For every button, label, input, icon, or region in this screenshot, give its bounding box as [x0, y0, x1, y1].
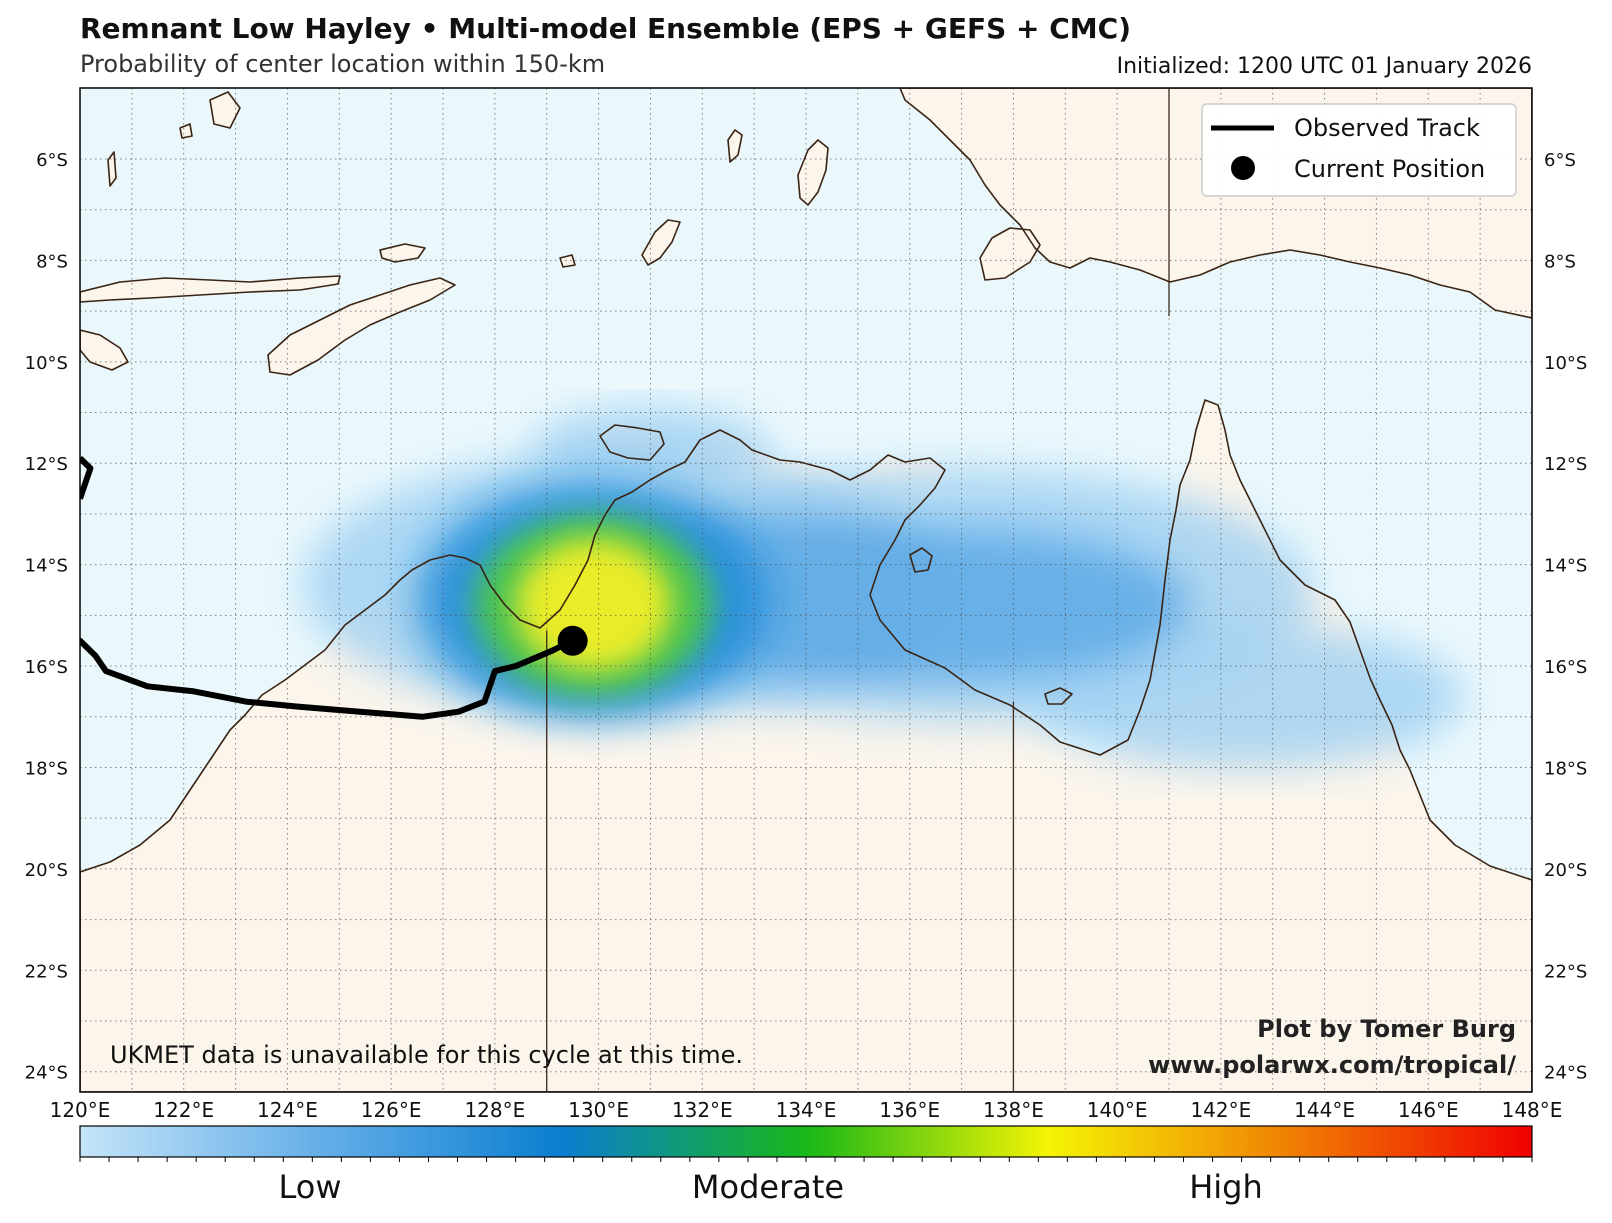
- gridlines: [80, 88, 1532, 1092]
- legend-track-label: Observed Track: [1294, 114, 1480, 142]
- lat-label-right: 10°S: [1544, 353, 1587, 374]
- observed-track: [80, 456, 576, 720]
- colorbar-ticks: [79, 1157, 1533, 1162]
- observed-track-segment-north: [80, 456, 94, 500]
- probability-field: [302, 407, 1465, 768]
- lat-label-right: 12°S: [1544, 454, 1587, 475]
- lat-label-left: 22°S: [25, 961, 68, 982]
- small-island-1: [210, 92, 240, 128]
- observed-track-line: [80, 637, 576, 720]
- legend-position-label: Current Position: [1294, 155, 1485, 183]
- lat-label-right: 20°S: [1544, 860, 1587, 881]
- flores-island-coastline: [80, 275, 341, 303]
- map-subtitle: Probability of center location within 15…: [80, 50, 606, 78]
- lat-label-left: 18°S: [25, 758, 68, 779]
- colorbar-low-label: Low: [278, 1168, 341, 1206]
- yos-sudarso-island-coastline: [979, 227, 1041, 281]
- current-position-marker: [557, 625, 588, 656]
- probability-blob-low-2: [1028, 625, 1465, 768]
- lon-label: 134°E: [776, 1098, 837, 1122]
- sumba-island-coastline: [80, 329, 129, 371]
- longitude-labels: 120°E 122°E 124°E 126°E 128°E 130°E 132°E 134°E…: [50, 1098, 1563, 1122]
- colorbar-high-label: High: [1189, 1168, 1263, 1206]
- small-island-3-coastline: [559, 254, 576, 268]
- coastlines: [80, 88, 1532, 1092]
- lon-label: 120°E: [50, 1098, 111, 1122]
- initialized-time: Initialized: 1200 UTC 01 January 2026: [1116, 54, 1532, 79]
- lat-label-right: 14°S: [1544, 556, 1587, 577]
- probability-blob-low-mid-5: [733, 529, 1190, 682]
- map-frame: [79, 87, 1533, 1093]
- groote-eylandt-coastline: [909, 547, 933, 573]
- colorbar-moderate-label: Moderate: [692, 1168, 844, 1206]
- lat-label-left: 8°S: [36, 251, 68, 272]
- lon-label: 144°E: [1294, 1098, 1355, 1122]
- credit-author: Plot by Tomer Burg: [1257, 1015, 1516, 1043]
- legend-position-swatch: [1231, 156, 1255, 180]
- lat-label-left: 14°S: [25, 556, 68, 577]
- lon-label: 126°E: [361, 1098, 422, 1122]
- colorbar-bar: [79, 1125, 1533, 1158]
- small-island-1-coastline: [209, 91, 241, 129]
- lat-label-left: 6°S: [36, 150, 68, 171]
- lon-label: 148°E: [1502, 1098, 1563, 1122]
- lat-label-right: 24°S: [1544, 1063, 1587, 1084]
- sumba-island: [80, 330, 128, 370]
- new-guinea-landmass-coastline: [899, 88, 1532, 319]
- melville-island-coastline: [599, 424, 665, 461]
- lon-label: 128°E: [464, 1098, 525, 1122]
- lat-label-right: 6°S: [1544, 150, 1576, 171]
- kai-island: [728, 130, 742, 162]
- small-island-2-coastline: [107, 151, 117, 187]
- aru-islands-coastline: [797, 139, 829, 206]
- mornington-island-coastline: [1044, 687, 1073, 705]
- lon-label: 136°E: [879, 1098, 940, 1122]
- small-island-4-coastline: [179, 123, 193, 139]
- colorbar: Low Moderate High: [79, 1125, 1533, 1206]
- tanimbar-island: [642, 220, 680, 265]
- ukmet-note: UKMET data is unavailable for this cycle…: [110, 1041, 743, 1069]
- lat-label-left: 10°S: [25, 353, 68, 374]
- lon-label: 130°E: [568, 1098, 629, 1122]
- australia-landmass-coastline: [80, 399, 1532, 1092]
- latitude-labels: 6°S 6°S 8°S 8°S 10°S 10°S 12°S 12°S 14°S 14°S 16°S…: [25, 150, 1588, 1084]
- lon-label: 124°E: [257, 1098, 318, 1122]
- lon-label: 132°E: [672, 1098, 733, 1122]
- lat-label-right: 22°S: [1544, 961, 1587, 982]
- lon-label: 146°E: [1398, 1098, 1459, 1122]
- lon-label: 122°E: [153, 1098, 214, 1122]
- lat-label-left: 20°S: [25, 860, 68, 881]
- lat-label-right: 8°S: [1544, 251, 1576, 272]
- wetar-island-coastline: [379, 243, 426, 263]
- credit-url: www.polarwx.com/tropical/: [1148, 1051, 1516, 1079]
- legend: Observed Track Current Position: [1201, 103, 1517, 197]
- lat-label-left: 16°S: [25, 657, 68, 678]
- flores-island: [80, 276, 340, 302]
- lon-label: 140°E: [1087, 1098, 1148, 1122]
- lat-label-left: 12°S: [25, 454, 68, 475]
- probability-blob-yellow-8: [515, 539, 672, 672]
- kai-island-coastline: [727, 129, 743, 163]
- lat-label-right: 16°S: [1544, 657, 1587, 678]
- timor-island-coastline: [267, 277, 456, 376]
- timor-island: [268, 278, 455, 375]
- lat-label-right: 18°S: [1544, 758, 1587, 779]
- lon-label: 138°E: [983, 1098, 1044, 1122]
- lat-label-left: 24°S: [25, 1063, 68, 1084]
- small-island-3: [560, 255, 575, 267]
- lon-label: 142°E: [1190, 1098, 1251, 1122]
- legend-box: [1201, 103, 1517, 197]
- map-title: Remnant Low Hayley • Multi-model Ensembl…: [80, 12, 1132, 45]
- yos-sudarso-island: [980, 228, 1040, 280]
